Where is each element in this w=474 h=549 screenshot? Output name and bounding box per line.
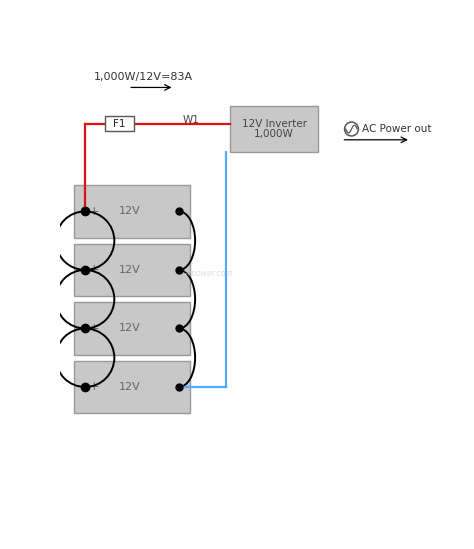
Text: 12V: 12V bbox=[119, 206, 141, 216]
Text: 1,000W/12V=83A: 1,000W/12V=83A bbox=[94, 72, 193, 82]
Text: F1: F1 bbox=[113, 119, 126, 128]
Bar bbox=[105, 116, 134, 131]
Text: 12V Inverter: 12V Inverter bbox=[242, 119, 307, 128]
Bar bbox=[74, 244, 190, 296]
Text: 12V: 12V bbox=[119, 382, 141, 392]
Text: AC Power out: AC Power out bbox=[362, 124, 432, 134]
Bar bbox=[74, 361, 190, 413]
Text: +: + bbox=[89, 205, 100, 218]
Text: 1,000W: 1,000W bbox=[254, 128, 294, 139]
Text: +: + bbox=[89, 380, 100, 394]
Text: W1: W1 bbox=[183, 115, 200, 125]
Bar bbox=[74, 302, 190, 355]
Text: 12V: 12V bbox=[119, 265, 141, 275]
Text: 12V: 12V bbox=[119, 323, 141, 333]
Bar bbox=[74, 185, 190, 238]
Text: +: + bbox=[89, 264, 100, 277]
Bar bbox=[230, 106, 319, 152]
Text: Cleversolarpower.com: Cleversolarpower.com bbox=[149, 269, 234, 278]
Text: +: + bbox=[89, 322, 100, 335]
